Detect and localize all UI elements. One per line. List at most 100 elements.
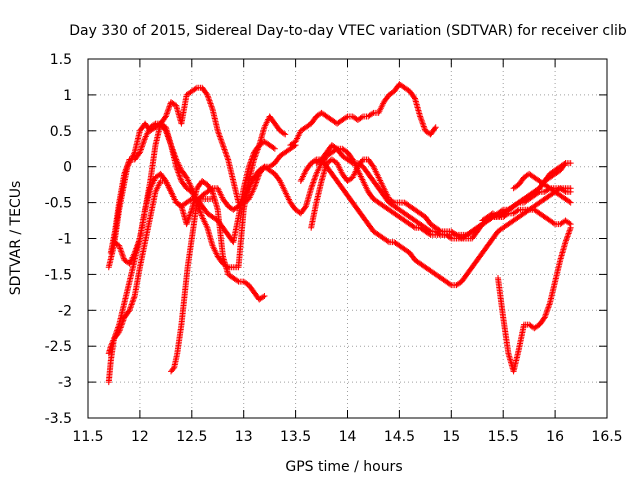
data-point xyxy=(177,176,184,183)
data-point xyxy=(118,249,125,256)
data-point xyxy=(196,206,203,213)
data-point xyxy=(219,142,226,149)
data-point xyxy=(208,101,215,108)
y-tick-label: -1 xyxy=(58,232,72,248)
data-point xyxy=(218,139,225,146)
series-track-4 xyxy=(105,178,216,357)
data-point xyxy=(271,145,278,152)
y-tick-labels: 1.5 1 0.5 0 -0.5 -1 -1.5 -2 -2.5 -3 -3.5 xyxy=(45,52,72,427)
data-point xyxy=(254,176,261,183)
data-point xyxy=(206,99,213,106)
data-point xyxy=(419,119,426,126)
data-point xyxy=(246,160,253,167)
data-point xyxy=(127,304,134,311)
data-point xyxy=(250,150,257,157)
data-point xyxy=(128,302,135,309)
data-point xyxy=(129,300,136,307)
data-point xyxy=(135,238,142,245)
data-point xyxy=(546,301,553,308)
data-point xyxy=(418,116,425,123)
data-point xyxy=(168,142,175,149)
data-point xyxy=(161,114,168,121)
data-point xyxy=(565,231,572,238)
y-tick-label: -3 xyxy=(58,375,72,391)
data-point xyxy=(270,144,277,151)
data-point xyxy=(165,136,172,143)
data-point xyxy=(130,297,137,304)
data-point xyxy=(128,301,135,308)
data-point xyxy=(208,103,215,110)
data-point xyxy=(168,143,175,150)
data-point xyxy=(432,124,439,131)
data-point xyxy=(136,236,143,243)
data-point xyxy=(186,213,193,220)
data-point xyxy=(118,321,125,328)
data-point xyxy=(171,150,178,157)
data-point xyxy=(312,173,319,180)
x-tick-label: 14.5 xyxy=(384,429,415,445)
x-tick-label: 12.5 xyxy=(176,429,207,445)
data-point xyxy=(221,146,228,153)
data-point xyxy=(162,113,169,120)
data-point xyxy=(164,109,171,116)
x-tick-label: 16 xyxy=(546,429,564,445)
data-point xyxy=(421,124,428,131)
data-point xyxy=(115,330,122,337)
data-point xyxy=(192,85,199,92)
data-point xyxy=(562,160,569,167)
data-point xyxy=(122,168,129,175)
data-point xyxy=(260,293,267,300)
data-point xyxy=(161,126,168,133)
data-point xyxy=(185,215,192,222)
data-point xyxy=(197,209,204,216)
data-point xyxy=(121,169,128,176)
data-point xyxy=(138,145,145,152)
plot-frame xyxy=(87,58,608,419)
data-point xyxy=(125,308,132,315)
data-point xyxy=(137,146,144,153)
data-point xyxy=(186,212,193,219)
data-point xyxy=(561,161,568,168)
data-point xyxy=(133,245,140,252)
data-point xyxy=(175,170,182,177)
data-point xyxy=(164,107,171,114)
data-point xyxy=(118,323,125,330)
data-point xyxy=(216,132,223,139)
y-tick-label: -2 xyxy=(58,303,72,319)
data-point xyxy=(123,165,130,172)
data-point xyxy=(565,230,572,237)
data-point xyxy=(108,341,115,348)
data-point xyxy=(418,117,425,124)
data-point xyxy=(198,211,205,218)
data-point xyxy=(308,185,315,192)
y-tick-label: -2.5 xyxy=(45,339,72,355)
data-point xyxy=(514,207,521,214)
y-tick-label: -3.5 xyxy=(45,411,72,427)
data-point xyxy=(343,114,350,121)
data-point xyxy=(162,127,169,134)
data-point xyxy=(122,166,129,173)
y-tick-label: 1 xyxy=(63,88,72,104)
data-point xyxy=(311,175,318,182)
data-point xyxy=(223,152,230,159)
data-point xyxy=(215,130,222,137)
data-point xyxy=(141,136,148,143)
data-point xyxy=(220,143,227,150)
data-point xyxy=(177,175,184,182)
data-point xyxy=(209,196,216,203)
data-point xyxy=(447,281,454,288)
data-point xyxy=(566,229,573,236)
data-point xyxy=(369,110,376,117)
data-point xyxy=(167,140,174,147)
series-track-5 xyxy=(110,84,299,267)
data-point xyxy=(566,227,573,234)
data-point xyxy=(176,173,183,180)
data-point xyxy=(123,163,130,170)
data-point xyxy=(197,208,204,215)
data-point xyxy=(426,227,433,234)
data-point xyxy=(219,140,226,147)
data-point xyxy=(411,94,418,101)
data-point xyxy=(171,152,178,159)
data-point xyxy=(124,162,131,169)
data-point xyxy=(119,251,126,258)
